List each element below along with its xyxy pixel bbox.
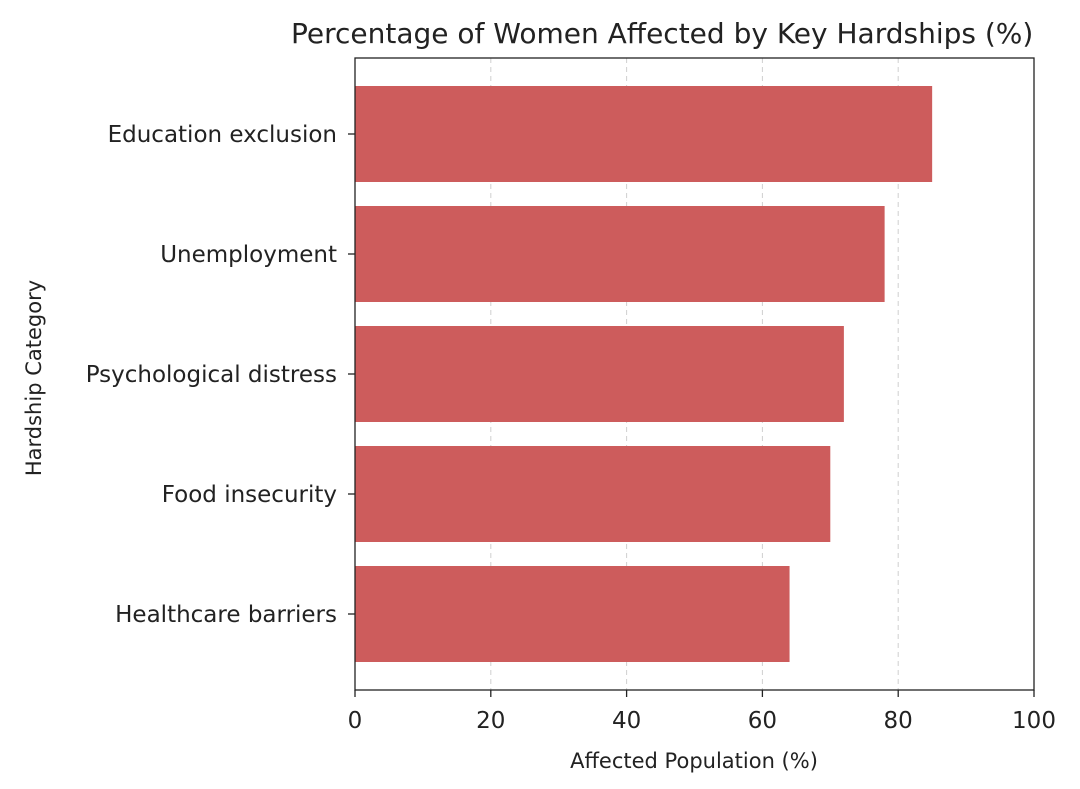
x-axis-label: Affected Population (%) [570, 749, 818, 773]
y-axis-label: Hardship Category [22, 280, 46, 476]
x-tick-label: 40 [612, 708, 641, 734]
y-axis-ticks: Education exclusion Unemployment Psycholog… [86, 122, 355, 628]
bar-healthcare-barriers [355, 566, 790, 662]
bar-food-insecurity [355, 446, 831, 542]
y-tick-label: Food insecurity [162, 482, 337, 508]
y-tick-label: Psychological distress [86, 362, 337, 388]
y-tick-label: Education exclusion [108, 122, 337, 148]
y-tick-label: Unemployment [160, 242, 337, 268]
x-tick-label: 60 [748, 708, 777, 734]
x-tick-label: 20 [476, 708, 505, 734]
bars [355, 86, 933, 662]
x-tick-label: 100 [1012, 708, 1056, 734]
bar-education-exclusion [355, 86, 933, 182]
x-axis-ticks: 0 20 40 60 80 100 [348, 690, 1056, 734]
chart-title: Percentage of Women Affected by Key Hard… [291, 17, 1033, 50]
y-tick-label: Healthcare barriers [115, 602, 337, 628]
bar-psychological-distress [355, 326, 844, 422]
bar-unemployment [355, 206, 885, 302]
x-tick-label: 80 [884, 708, 913, 734]
x-tick-label: 0 [348, 708, 363, 734]
